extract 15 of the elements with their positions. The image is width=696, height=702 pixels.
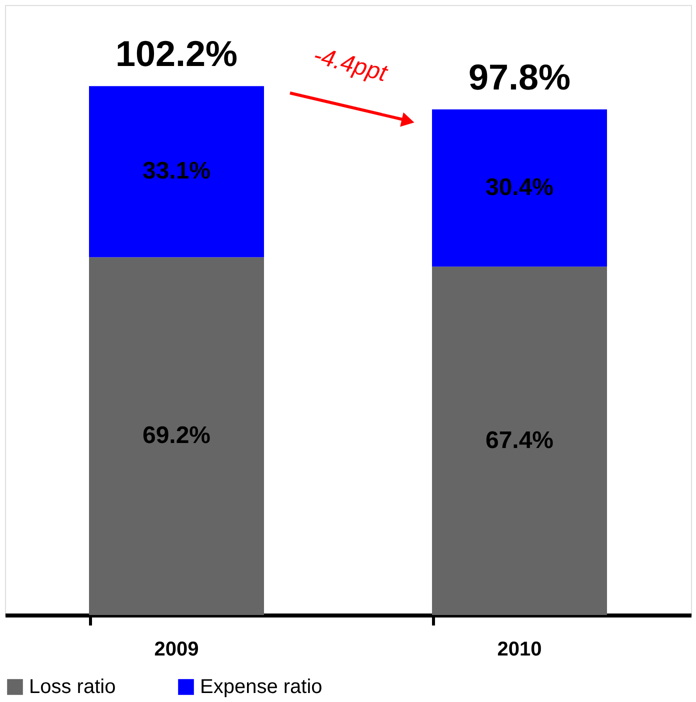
x-tick-label: 2009 [154, 638, 199, 660]
legend-label: Expense ratio [200, 676, 322, 698]
total-label: 97.8% [468, 56, 571, 98]
x-tick-label: 2010 [497, 638, 542, 660]
data-label: 33.1% [142, 158, 211, 185]
data-label: 67.4% [485, 426, 554, 454]
bar [89, 257, 264, 615]
data-label: 69.2% [142, 422, 211, 450]
bar [432, 109, 607, 267]
total-label: 102.2% [115, 33, 238, 74]
data-label: 30.4% [485, 174, 554, 201]
legend-label: Loss ratio [29, 676, 116, 698]
annotation: -4.4ppt [310, 42, 391, 88]
bar [89, 86, 264, 258]
bar [432, 266, 607, 615]
